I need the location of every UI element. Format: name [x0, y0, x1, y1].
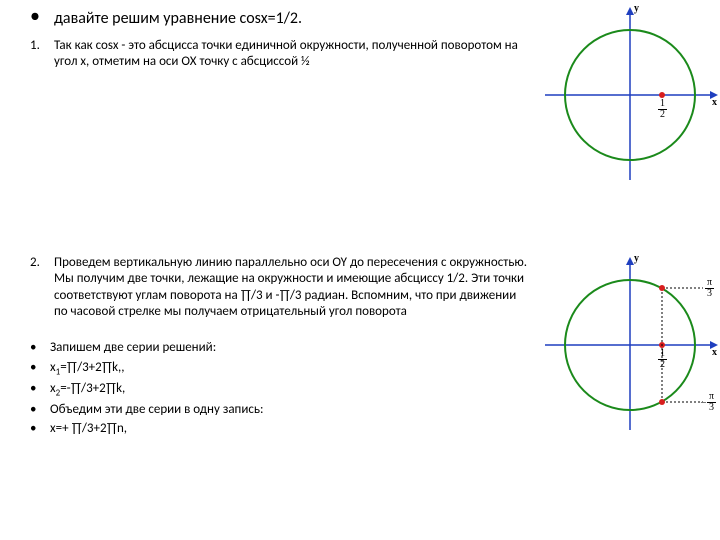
item-text: Проведем вертикальную линию параллельно …: [54, 255, 530, 320]
unit-circle-top: yx12: [540, 5, 720, 185]
item-text: Так как cosx - это абсцисса точки единич…: [54, 38, 520, 71]
top-text-column: • давайте решим уравнение cosx=1/2. 1. Т…: [30, 8, 520, 79]
item-number: 1.: [30, 38, 54, 71]
bullet-icon: •: [30, 338, 50, 358]
bullet-text: х2=-∏/3+2∏k,: [50, 379, 125, 400]
title-text: давайте решим уравнение cosx=1/2.: [54, 9, 302, 28]
bullet-item: •х=+ ∏/3+2∏n,: [30, 419, 530, 439]
unit-circle-bottom: yx12π3–π3: [540, 255, 720, 435]
slide: • давайте решим уравнение cosx=1/2. 1. Т…: [0, 0, 720, 540]
bullet-item: •х2=-∏/3+2∏k,: [30, 379, 530, 400]
bullet-text: Запишем две серии решений:: [50, 338, 216, 358]
title-row: • давайте решим уравнение cosx=1/2.: [30, 8, 520, 28]
bullet-icon: •: [30, 400, 50, 420]
bullet-item: •х1=∏/3+2∏k,,: [30, 358, 530, 379]
bullet-text: х1=∏/3+2∏k,,: [50, 358, 125, 379]
list-item: 1. Так как cosx - это абсцисса точки еди…: [30, 38, 520, 71]
bullet-icon: •: [30, 419, 50, 439]
list-item: 2. Проведем вертикальную линию параллель…: [30, 255, 530, 320]
bullet-item: •Запишем две серии решений:: [30, 338, 530, 358]
bullet-icon: •: [30, 379, 50, 399]
numbered-list: 1. Так как cosx - это абсцисса точки еди…: [30, 38, 520, 71]
bullet-text: х=+ ∏/3+2∏n,: [50, 419, 127, 439]
bullet-item: •Объедим эти две серии в одну запись:: [30, 400, 530, 420]
bullet-list: •Запишем две серии решений: •х1=∏/3+2∏k,…: [30, 338, 530, 439]
bullet-icon: •: [30, 6, 40, 26]
bullet-icon: •: [30, 358, 50, 378]
lower-text-column: 2. Проведем вертикальную линию параллель…: [30, 255, 530, 439]
bullet-text: Объедим эти две серии в одну запись:: [50, 400, 263, 420]
numbered-list-2: 2. Проведем вертикальную линию параллель…: [30, 255, 530, 320]
item-number: 2.: [30, 255, 54, 320]
